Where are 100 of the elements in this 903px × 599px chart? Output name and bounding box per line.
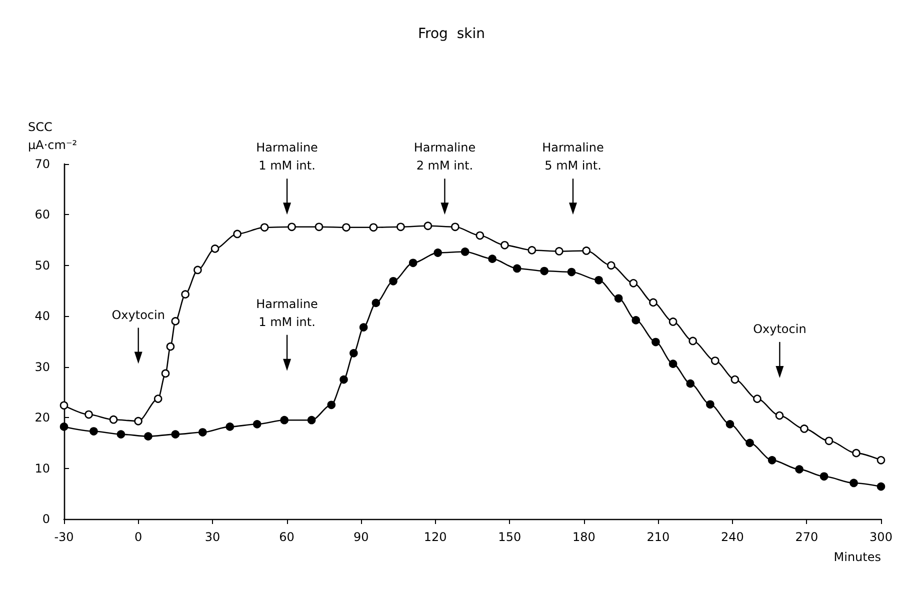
y-tick-label: 70 [34,157,50,171]
point [161,369,170,378]
y-tick-label: 50 [34,258,50,272]
y-tick-label: 40 [34,309,50,324]
x-tick-label: 0 [134,530,142,544]
x-tick-label: 30 [204,530,220,544]
x-tick-label: -30 [54,530,74,544]
annotation: Oxytocin [753,322,806,336]
point [730,375,740,384]
point [582,246,591,255]
point [629,279,638,288]
point [314,222,324,232]
point [460,248,470,256]
point [134,416,142,426]
point [688,336,697,346]
point [116,430,126,438]
x-tick-label: 210 [646,530,670,544]
point [280,416,288,424]
point [726,420,734,428]
point [342,223,350,232]
point [850,478,858,488]
x-tick-label: 300 [870,530,892,544]
point [852,448,860,458]
y-axis-title: SCC μA·cm⁻² [28,120,78,152]
point [876,482,886,491]
x-tick-label: 240 [721,530,744,544]
point [567,268,576,276]
point [607,261,616,270]
point [668,318,678,326]
point [488,254,496,263]
point [512,264,522,273]
y-tick-label: 30 [34,360,50,374]
x-tick-label: 270 [795,530,818,544]
point [824,436,834,446]
point [614,294,623,303]
point [327,400,336,410]
point [252,420,262,428]
point [260,223,269,232]
point [288,222,296,232]
point [710,356,720,365]
point [226,422,234,431]
point [154,394,162,403]
point [476,231,484,240]
point [528,246,536,254]
point [652,338,660,346]
point [171,317,180,326]
point [795,465,804,474]
point [166,342,175,351]
point [389,277,398,286]
point [144,432,152,440]
annotation: Harmaline 5 mM int. [542,140,604,173]
point [181,290,190,298]
point [171,430,180,438]
point [746,438,754,448]
point [768,456,776,464]
point [408,258,418,268]
point [109,415,118,424]
point [369,223,378,232]
point [233,230,242,238]
point [594,276,603,284]
annotation: Harmaline 1 mM int. [256,140,318,173]
point [649,298,658,307]
x-axis-title: Minutes [834,550,881,564]
point [775,411,784,420]
point [60,422,68,431]
point [820,472,828,481]
point [396,222,405,232]
point [424,222,432,230]
point [451,222,460,232]
annotation: Harmaline 1 mM int. [256,296,318,329]
annotation: Oxytocin [112,308,165,322]
point [340,375,348,384]
point [540,266,548,276]
point [198,428,207,436]
point [194,266,202,274]
point [706,400,714,409]
point [876,456,886,464]
point [753,394,762,403]
point [686,379,695,388]
point [434,248,442,257]
point [210,244,220,253]
x-tick-label: 60 [279,530,294,544]
point [84,410,93,419]
y-tick-label: 10 [34,461,50,476]
x-tick-label: 180 [572,530,596,544]
y-tick-label: 60 [34,208,50,222]
point [60,401,68,410]
point [350,349,358,358]
annotation: Harmaline 2 mM int. [414,140,476,173]
point [632,316,640,324]
point [372,298,380,308]
x-tick-label: 120 [424,530,447,544]
point [500,240,509,250]
x-tick-label: 150 [498,530,522,544]
point [800,424,808,433]
y-tick-label: 0 [42,512,50,526]
point [668,360,678,368]
chart-title: Frog skin [418,26,485,42]
point [359,323,368,332]
point [555,247,564,256]
